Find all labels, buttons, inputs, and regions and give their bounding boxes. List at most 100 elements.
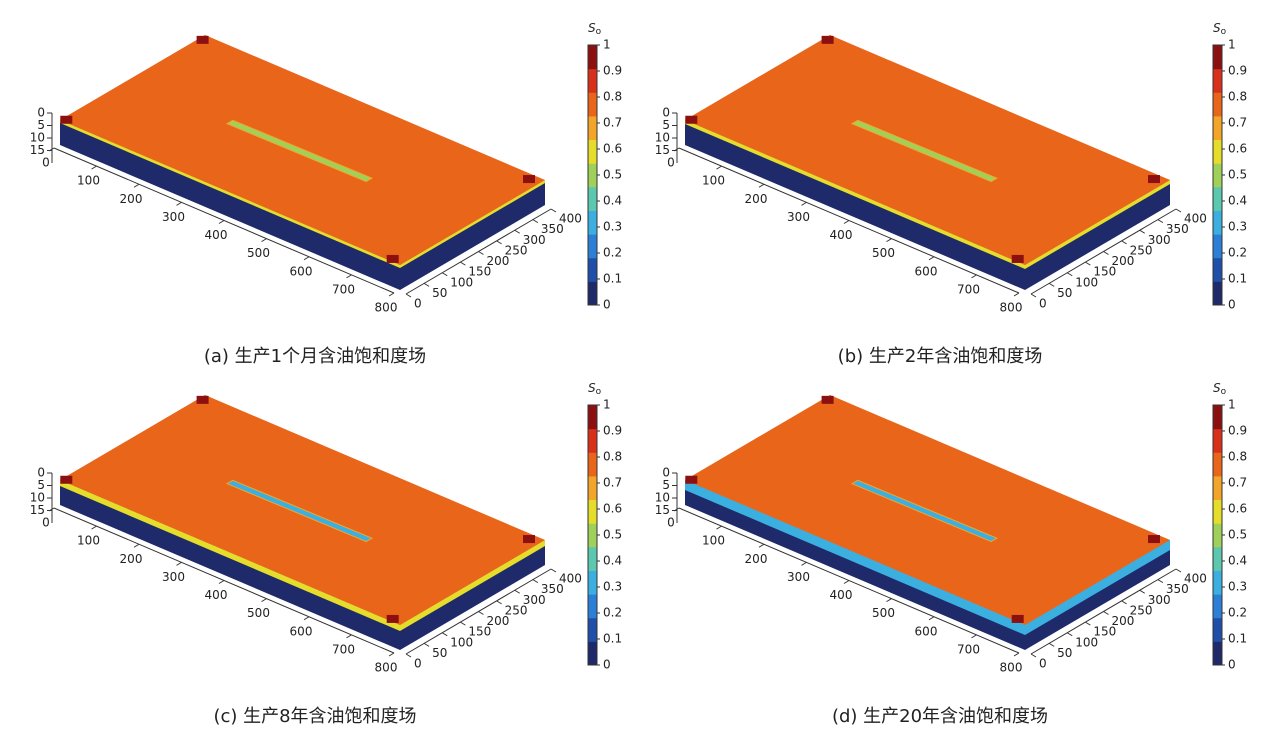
colorbar-tick-label: 0.4 <box>603 554 622 568</box>
z-tick-label: 15 <box>655 503 670 517</box>
colorbar-cell <box>588 163 597 188</box>
z-tick-label: 0 <box>662 466 670 480</box>
colorbar-tick-label: 0.1 <box>603 632 622 646</box>
colorbar-cell <box>1213 594 1222 619</box>
z-tick-label: 0 <box>662 106 670 120</box>
x-tick-label: 100 <box>77 534 100 548</box>
z-tick-label: 5 <box>662 478 670 492</box>
y-tick-label: 50 <box>432 646 447 660</box>
colorbar-cell <box>588 139 597 164</box>
colorbar-tick-label: 0.1 <box>603 272 622 286</box>
x-tick <box>303 256 310 261</box>
x-tick <box>886 238 892 243</box>
front-band <box>60 480 400 631</box>
x-tick-label: 0 <box>667 516 675 530</box>
y-tick-label: 100 <box>450 635 473 649</box>
y-tick-label: 50 <box>432 286 447 300</box>
x-tick-label: 600 <box>915 264 938 278</box>
y-tick <box>1048 282 1055 287</box>
z-tick-label: 15 <box>30 503 45 517</box>
x-tick-label: 500 <box>872 246 895 260</box>
colorbar-cell <box>1213 523 1222 548</box>
x-tick <box>886 598 892 603</box>
x-tick-label: 600 <box>290 624 313 638</box>
x-tick <box>716 165 722 170</box>
colorbar-cell <box>1213 45 1222 70</box>
colorbar-tick-label: 0.7 <box>603 476 622 490</box>
colorbar-tick-label: 0.2 <box>1228 246 1247 260</box>
colorbar-tick-label: 0.8 <box>1228 90 1247 104</box>
y-tick <box>1139 229 1146 234</box>
colorbar-tick-label: 0.2 <box>603 246 622 260</box>
corner-well <box>1011 254 1024 263</box>
corner-well <box>196 35 209 44</box>
front-face <box>60 120 400 290</box>
front-face <box>60 480 400 650</box>
colorbar-cell <box>1213 499 1222 524</box>
y-tick-label: 400 <box>559 572 582 586</box>
corner-well <box>1148 535 1160 544</box>
y-tick <box>441 632 448 637</box>
colorbar-subscript: o <box>1221 387 1227 397</box>
front-face <box>685 120 1025 290</box>
right-face <box>400 180 545 290</box>
corner-well <box>1148 175 1160 184</box>
corner-well <box>821 35 834 44</box>
colorbar-subscript: o <box>596 27 602 37</box>
y-tick <box>1175 208 1182 213</box>
colorbar-tick-label: 0.3 <box>603 580 622 594</box>
y-tick-label: 100 <box>1075 635 1098 649</box>
colorbar-cell <box>1213 234 1222 259</box>
z-tick-label: 5 <box>662 118 670 132</box>
y-tick <box>1157 219 1164 224</box>
colorbar-cell <box>1213 475 1222 501</box>
colorbar-tick-label: 0.9 <box>603 424 622 438</box>
x-tick <box>388 652 395 657</box>
y-tick <box>1139 589 1146 594</box>
x-tick <box>303 616 310 621</box>
y-tick <box>1066 632 1073 637</box>
x-tick <box>91 165 97 170</box>
x-tick <box>133 543 140 548</box>
y-tick-label: 350 <box>1166 222 1189 236</box>
corner-well <box>60 115 73 124</box>
colorbar-tick-label: 0.9 <box>603 64 622 78</box>
colorbar-title: So <box>588 21 602 37</box>
colorbar-cell <box>1213 210 1222 235</box>
y-tick <box>514 229 521 234</box>
x-tick-label: 800 <box>1000 661 1023 675</box>
x-tick-label: 300 <box>162 570 185 584</box>
x-tick <box>346 634 352 639</box>
colorbar-tick-label: 0.9 <box>1228 424 1247 438</box>
colorbar-cell <box>1213 257 1222 282</box>
corner-well <box>196 395 209 404</box>
y-tick-label: 350 <box>541 582 564 596</box>
colorbar-title: So <box>1213 381 1227 397</box>
x-tick-label: 0 <box>42 516 50 530</box>
colorbar-tick-label: 0 <box>603 298 611 312</box>
x-tick-label: 100 <box>702 534 725 548</box>
y-tick <box>1085 261 1091 266</box>
colorbar-tick-label: 0.7 <box>603 116 622 130</box>
x-tick <box>176 561 182 566</box>
y-tick-label: 50 <box>1057 646 1072 660</box>
x-tick-label: 200 <box>120 552 143 566</box>
colorbar-tick-label: 0.5 <box>1228 528 1247 542</box>
colorbar-tick-label: 0.4 <box>603 194 622 208</box>
y-tick <box>1030 653 1037 658</box>
z-tick-label: 5 <box>37 118 45 132</box>
colorbar-tick-label: 0.6 <box>603 142 622 156</box>
colorbar-tick-label: 0.4 <box>1228 194 1247 208</box>
y-tick <box>1175 568 1182 573</box>
colorbar-tick-label: 0.1 <box>1228 632 1247 646</box>
x-tick-label: 200 <box>745 552 768 566</box>
x-tick-label: 100 <box>702 174 725 188</box>
colorbar-cell <box>588 428 597 453</box>
x-tick <box>133 183 140 188</box>
y-tick <box>1048 642 1055 647</box>
colorbar-title: So <box>588 381 602 397</box>
x-tick-label: 700 <box>332 642 355 656</box>
y-tick-label: 150 <box>468 265 491 279</box>
x-tick <box>758 183 765 188</box>
y-tick-label: 200 <box>1112 614 1135 628</box>
